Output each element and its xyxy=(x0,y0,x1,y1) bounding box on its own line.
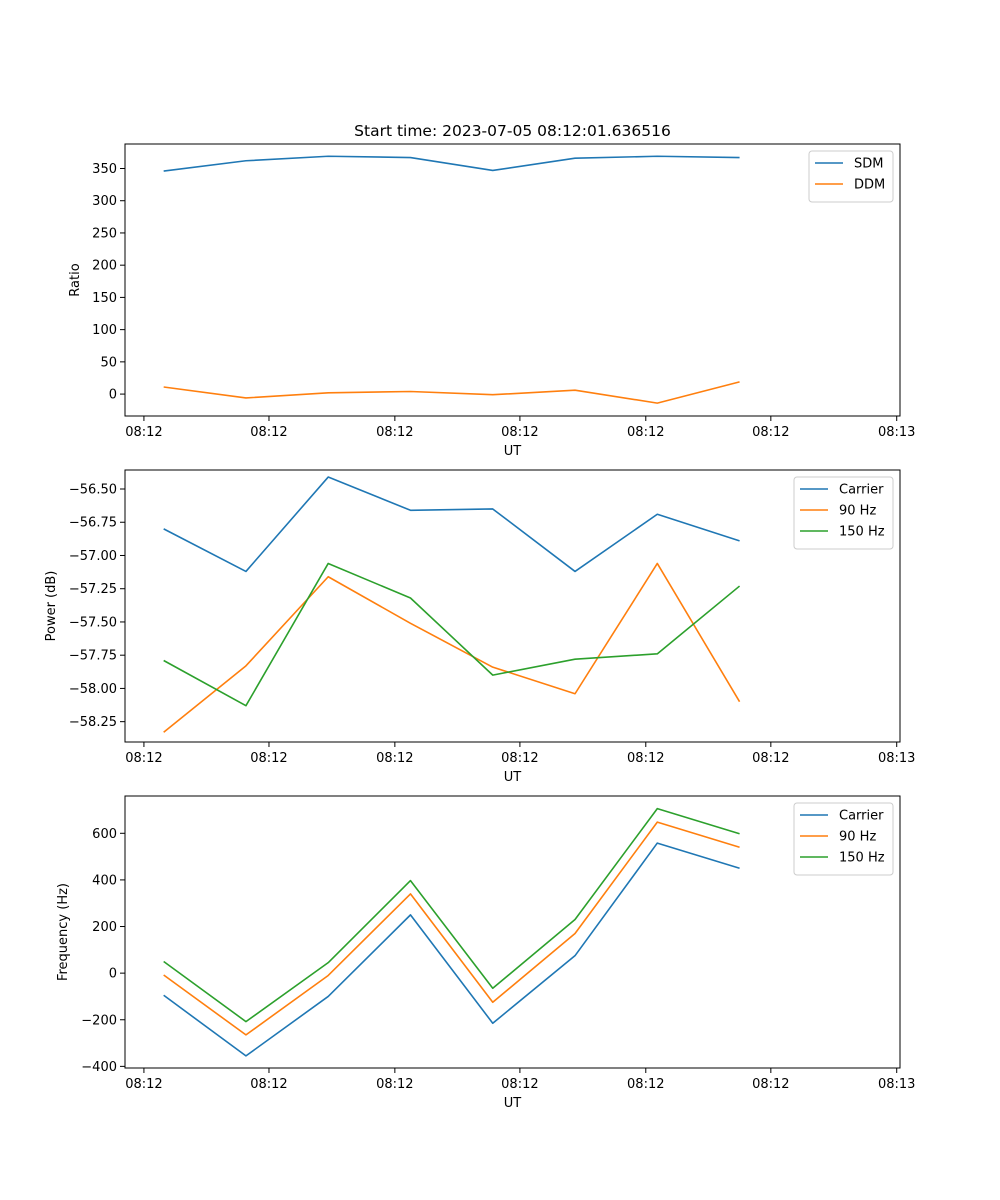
x-tick-label: 08:12 xyxy=(125,751,162,766)
x-axis-label: UT xyxy=(504,1096,522,1111)
x-tick-label: 08:12 xyxy=(501,425,538,440)
legend-label: SDM xyxy=(854,157,883,172)
y-tick-label: −57.00 xyxy=(69,549,117,564)
x-tick-label: 08:12 xyxy=(627,1077,664,1092)
series-line-carrier xyxy=(163,842,740,1057)
legend: Carrier 90 Hz 150 Hz xyxy=(793,802,894,876)
axes-frame xyxy=(124,469,901,743)
x-tick-label: 08:12 xyxy=(752,425,789,440)
axes-frame xyxy=(124,795,901,1069)
x-tick-label: 08:12 xyxy=(250,751,287,766)
x-axis-label: UT xyxy=(504,444,522,459)
y-tick-label: 100 xyxy=(92,323,117,338)
y-tick-label: 250 xyxy=(92,226,117,241)
y-tick-label: −58.25 xyxy=(69,715,117,730)
y-tick-label: −56.75 xyxy=(69,516,117,531)
x-tick-label: 08:12 xyxy=(752,1077,789,1092)
series-line-150-hz xyxy=(163,807,740,1023)
legend-label: Carrier xyxy=(839,809,884,824)
legend-label: 90 Hz xyxy=(839,504,876,519)
x-tick-label: 08:12 xyxy=(501,1077,538,1092)
y-tick-label: −200 xyxy=(81,1013,117,1028)
x-tick-label: 08:12 xyxy=(376,751,413,766)
legend-label: Carrier xyxy=(839,483,884,498)
series-line-ddm xyxy=(163,381,740,404)
x-tick-label: 08:12 xyxy=(627,425,664,440)
legend-label: DDM xyxy=(854,178,885,193)
legend-label: 150 Hz xyxy=(839,525,885,540)
y-tick-label: 300 xyxy=(92,194,117,209)
x-tick-label: 08:12 xyxy=(250,425,287,440)
x-tick-label: 08:12 xyxy=(501,751,538,766)
x-tick-label: 08:12 xyxy=(125,1077,162,1092)
series-line-90-hz xyxy=(163,562,741,733)
legend: SDM DDM xyxy=(808,150,894,203)
panel-3: 08:12 08:12 08:12 08:12 08:12 08:12 08:13 −400 −… xyxy=(56,795,915,1111)
y-axis-label: Ratio xyxy=(68,263,83,296)
x-tick-label: 08:13 xyxy=(878,1077,915,1092)
series-line-sdm xyxy=(163,155,740,172)
panel-1: 08:12 08:12 08:12 08:12 08:12 08:12 08:13 0 50 10… xyxy=(68,122,915,459)
x-tick-label: 08:12 xyxy=(752,751,789,766)
y-tick-label: −57.25 xyxy=(69,582,117,597)
y-tick-label: −57.50 xyxy=(69,615,117,630)
y-tick-label: 0 xyxy=(109,388,117,403)
axes-frame xyxy=(124,143,901,417)
y-tick-label: 0 xyxy=(109,967,117,982)
x-tick-label: 08:13 xyxy=(878,751,915,766)
y-tick-label: −57.75 xyxy=(69,649,117,664)
y-tick-label: 200 xyxy=(92,259,117,274)
series-line-carrier xyxy=(163,476,740,573)
y-tick-label: 200 xyxy=(92,920,117,935)
x-tick-label: 08:12 xyxy=(125,425,162,440)
chart-title: Start time: 2023-07-05 08:12:01.636516 xyxy=(354,122,671,140)
x-tick-label: 08:12 xyxy=(627,751,664,766)
x-tick-label: 08:12 xyxy=(376,425,413,440)
legend-label: 90 Hz xyxy=(839,830,876,845)
legend-label: 150 Hz xyxy=(839,851,885,866)
panel-2: 08:12 08:12 08:12 08:12 08:12 08:12 08:13 −58.2… xyxy=(44,469,915,785)
y-axis-label: Power (dB) xyxy=(44,571,59,642)
y-tick-label: 400 xyxy=(92,873,117,888)
series-line-90-hz xyxy=(163,821,740,1036)
x-tick-label: 08:13 xyxy=(878,425,915,440)
legend: Carrier 90 Hz 150 Hz xyxy=(793,476,894,550)
y-tick-label: 50 xyxy=(100,355,117,370)
y-tick-label: 600 xyxy=(92,827,117,842)
y-tick-label: −400 xyxy=(81,1060,117,1075)
series-line-150-hz xyxy=(163,562,741,707)
y-axis-label: Frequency (Hz) xyxy=(56,883,71,981)
y-tick-label: 150 xyxy=(92,291,117,306)
y-tick-label: −58.00 xyxy=(69,682,117,697)
x-tick-label: 08:12 xyxy=(250,1077,287,1092)
x-axis-label: UT xyxy=(504,770,522,785)
x-tick-label: 08:12 xyxy=(376,1077,413,1092)
y-tick-label: 350 xyxy=(92,162,117,177)
y-tick-label: −56.50 xyxy=(69,483,117,498)
